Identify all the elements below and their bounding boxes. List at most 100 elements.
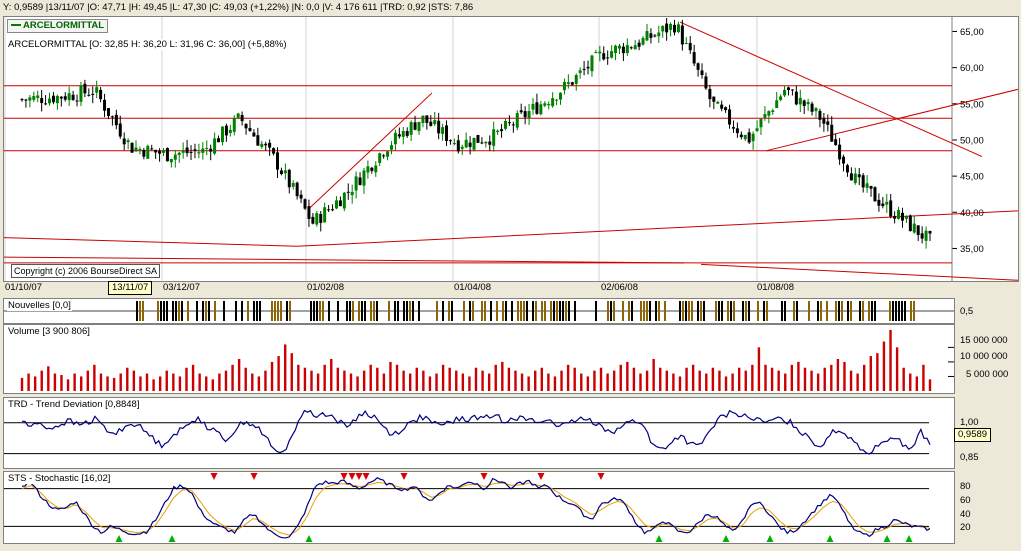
candle-body <box>578 70 582 73</box>
news-marker <box>622 301 624 321</box>
volume-bar <box>843 361 846 391</box>
news-marker <box>388 301 390 321</box>
candle-body <box>842 156 846 164</box>
news-marker <box>394 301 396 321</box>
candle-body <box>79 85 83 102</box>
candle-body <box>217 138 221 143</box>
volume-bar <box>514 370 517 391</box>
volume-bar <box>580 373 583 391</box>
candle-body <box>496 130 500 133</box>
candle-body <box>24 99 28 101</box>
candle-body <box>165 148 169 162</box>
news-marker <box>502 301 504 321</box>
candle-body <box>63 96 67 100</box>
trd-panel[interactable]: TRD - Trend Deviation [0,8848] <box>3 397 955 469</box>
news-marker <box>682 301 684 321</box>
buy-signal-marker <box>655 535 663 542</box>
news-marker <box>544 301 546 321</box>
trd-line <box>21 409 931 455</box>
copyright-box: Copyright (c) 2006 BourseDirect SA <box>11 264 161 278</box>
candle-body <box>338 200 342 207</box>
candle-body <box>500 129 504 132</box>
news-marker <box>523 301 525 321</box>
news-marker <box>847 301 849 321</box>
candle-body <box>889 200 893 217</box>
volume-bar <box>606 373 609 391</box>
news-marker <box>607 301 609 321</box>
buy-signal-marker <box>826 535 834 542</box>
volume-panel-title: Volume [3 900 806] <box>7 326 91 337</box>
candle-body <box>661 26 665 32</box>
volume-bar <box>27 373 30 391</box>
volume-bar <box>803 367 807 391</box>
news-marker <box>286 301 288 321</box>
candle-body <box>334 200 338 209</box>
news-marker <box>406 301 408 321</box>
sts-panel[interactable]: STS - Stochastic [16,02] <box>3 471 955 544</box>
candle-body <box>393 132 397 145</box>
candle-body <box>429 121 433 126</box>
news-marker <box>784 301 786 321</box>
volume-bar <box>237 359 241 391</box>
candle-body <box>327 209 331 211</box>
candle-body <box>20 99 24 101</box>
volume-bar <box>132 370 136 391</box>
candle-body <box>818 110 822 120</box>
candle-body <box>319 214 323 223</box>
candle-body <box>739 134 743 138</box>
news-marker <box>688 301 690 321</box>
volume-bar <box>612 370 616 391</box>
candle-body <box>570 82 574 85</box>
volume-panel[interactable]: Volume [3 900 806] <box>3 324 955 394</box>
trend-line <box>308 92 433 210</box>
candle-body <box>531 103 535 110</box>
volume-bar <box>231 364 234 391</box>
volume-bar <box>639 373 642 391</box>
candle-body <box>657 32 661 37</box>
candle-body <box>559 92 563 100</box>
candle-body <box>696 63 700 70</box>
candle-body <box>452 143 456 145</box>
volume-bar <box>382 373 386 391</box>
news-marker <box>181 301 183 321</box>
news-marker <box>610 301 612 321</box>
candle-body <box>409 122 413 135</box>
news-panel[interactable]: Nouvelles [0,0] <box>3 298 955 324</box>
volume-bar <box>86 370 89 391</box>
news-marker <box>469 301 471 321</box>
candle-body <box>759 119 763 128</box>
news-marker <box>721 301 723 321</box>
news-marker <box>517 301 519 321</box>
volume-bar <box>422 370 425 391</box>
candle-body <box>594 52 598 54</box>
volume-bar <box>711 367 715 391</box>
volume-bar <box>593 370 596 391</box>
candle-body <box>142 149 146 157</box>
news-marker <box>820 301 822 321</box>
candle-body <box>59 96 63 99</box>
candle-body <box>653 35 657 37</box>
candle-body <box>177 152 181 156</box>
volume-bar <box>810 370 813 391</box>
candle-body <box>484 141 488 144</box>
volume-bar <box>20 377 24 391</box>
sts-y-tick: 40 <box>960 509 971 520</box>
ticker-button[interactable]: ARCELORMITTAL <box>7 19 109 33</box>
candle-body <box>220 126 224 143</box>
volume-bar <box>790 364 794 391</box>
volume-bar <box>185 367 188 391</box>
volume-bar <box>415 367 418 391</box>
volume-bar <box>856 373 859 391</box>
volume-bar <box>764 364 767 391</box>
news-marker <box>901 301 903 321</box>
candle-body <box>260 143 264 147</box>
candle-body <box>401 130 405 137</box>
candle-body <box>425 115 429 123</box>
candle-body <box>256 135 260 146</box>
candle-body <box>460 146 464 149</box>
buy-signal-marker <box>722 535 730 542</box>
volume-bar <box>330 359 333 391</box>
sell-signal-marker <box>340 473 348 480</box>
